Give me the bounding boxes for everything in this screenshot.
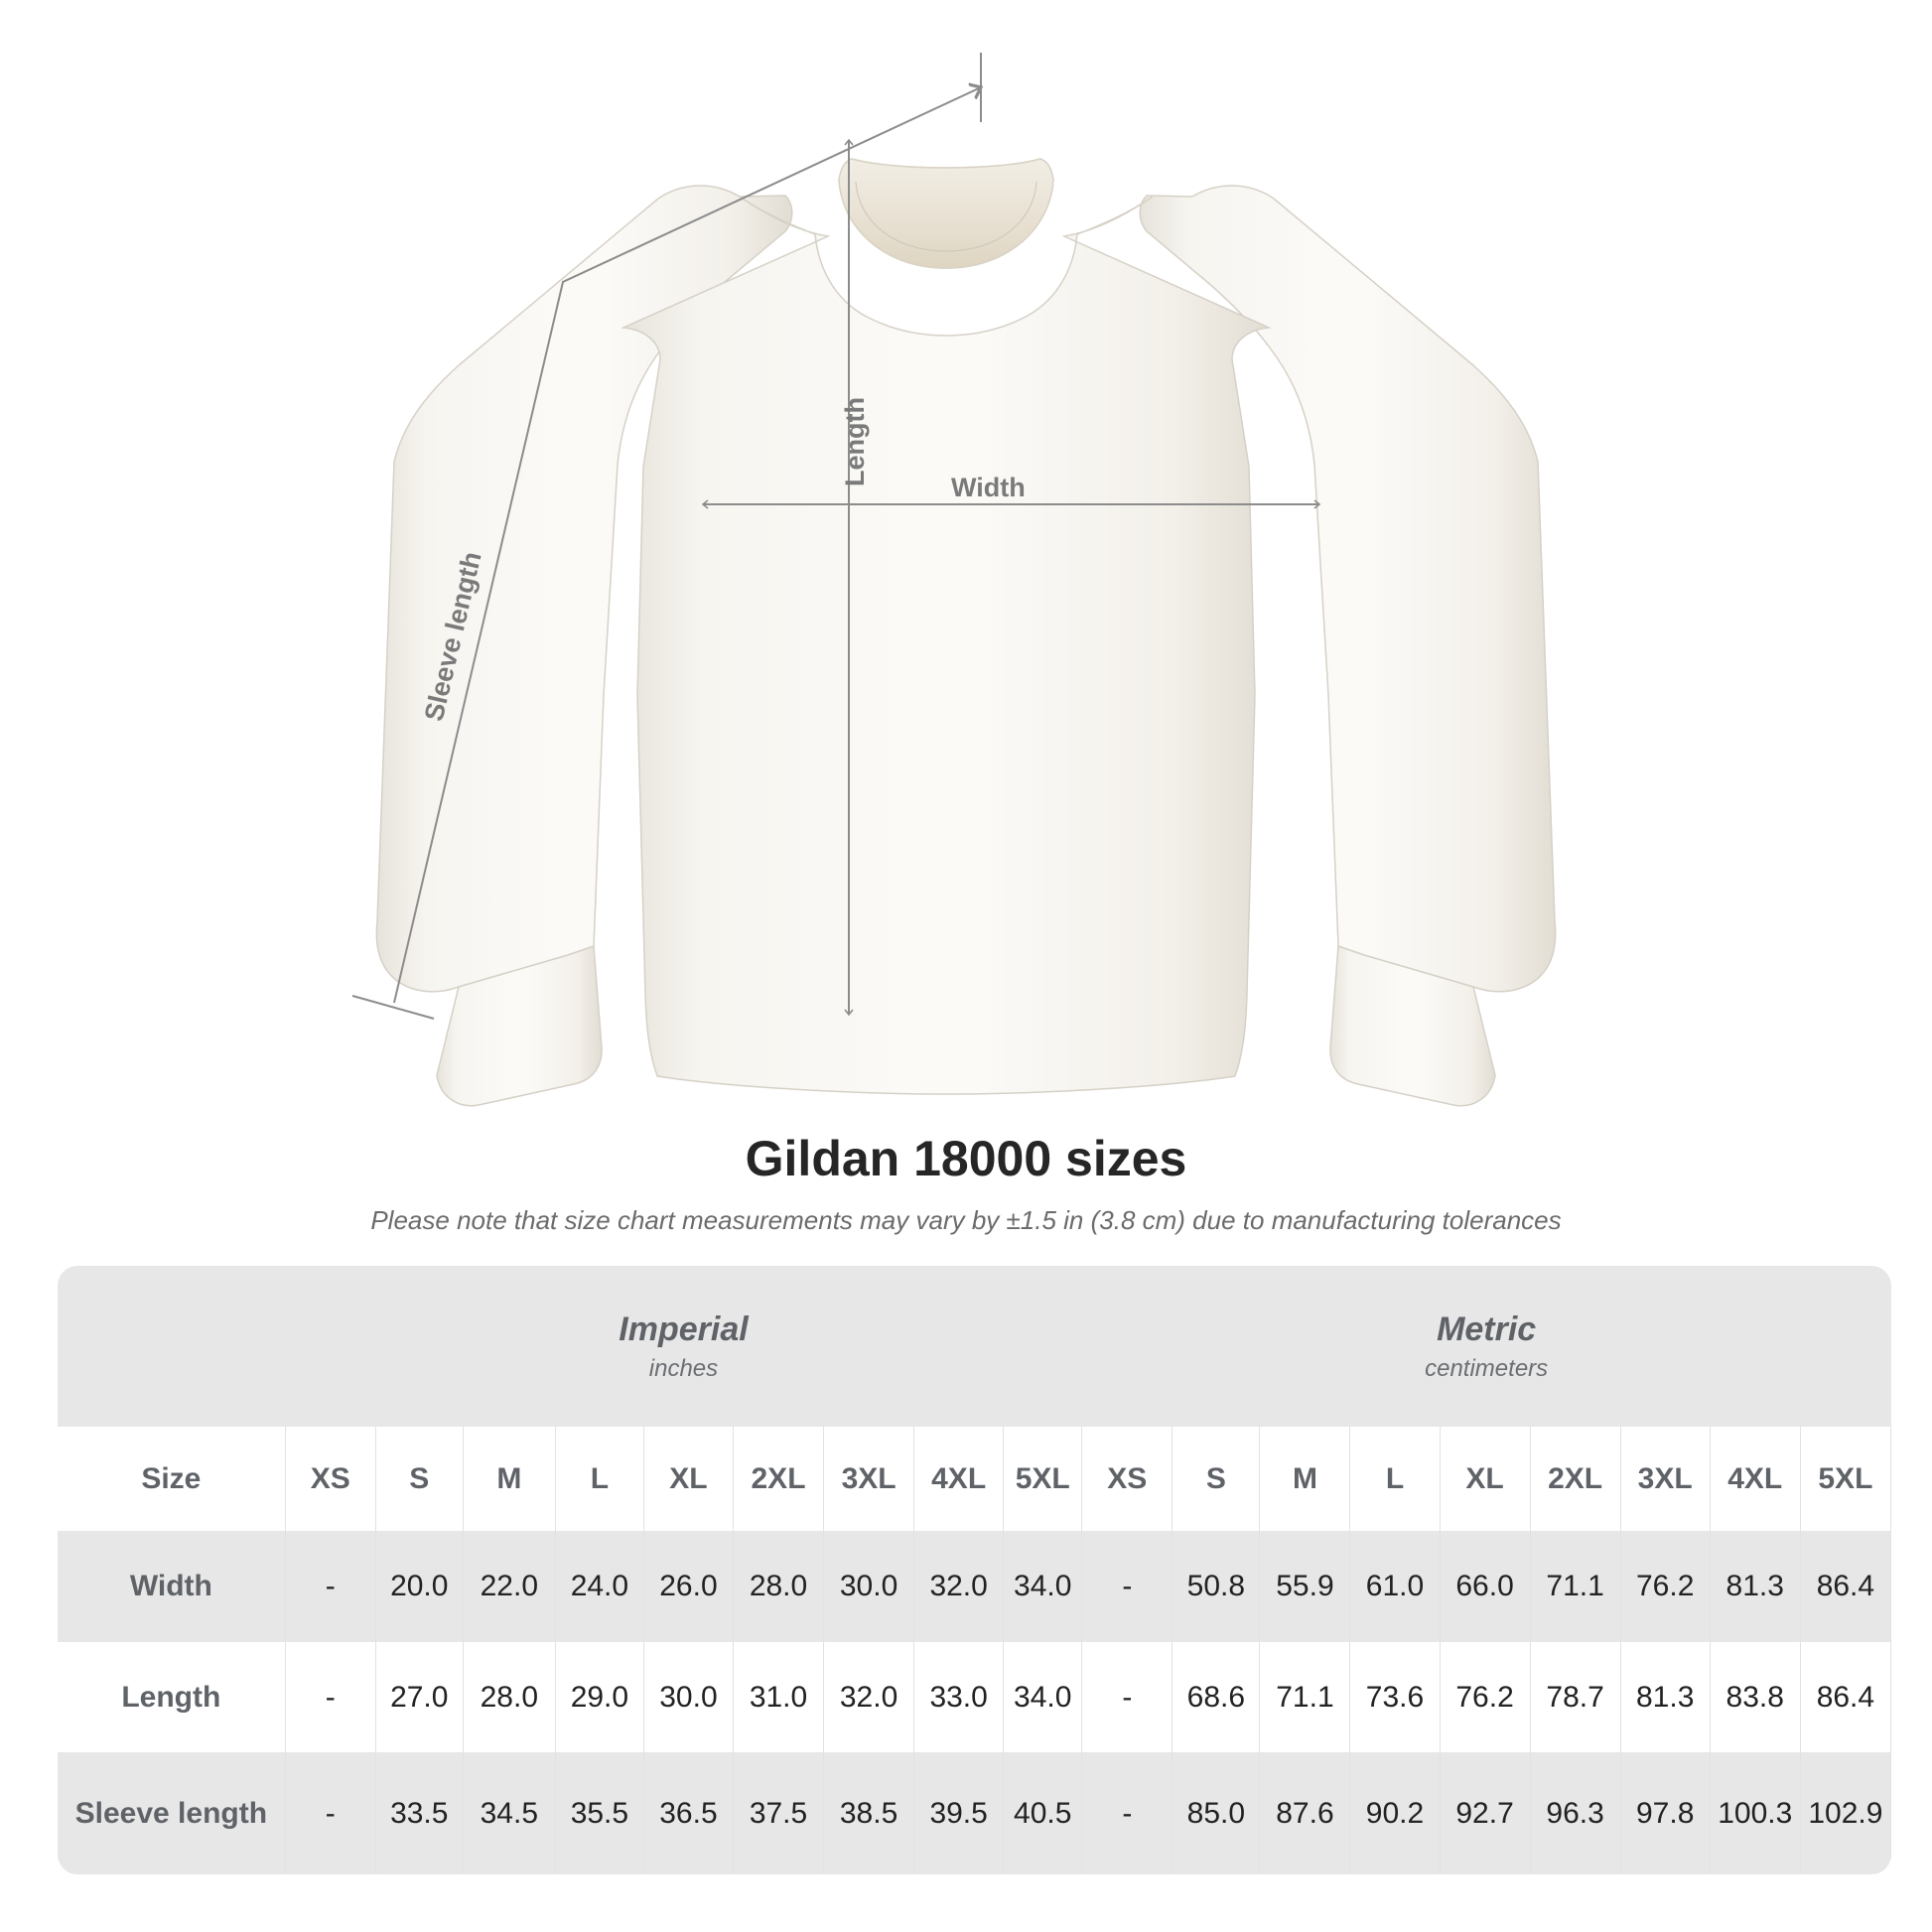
svg-text:Width: Width bbox=[951, 473, 1026, 502]
svg-text:Length: Length bbox=[840, 397, 870, 486]
